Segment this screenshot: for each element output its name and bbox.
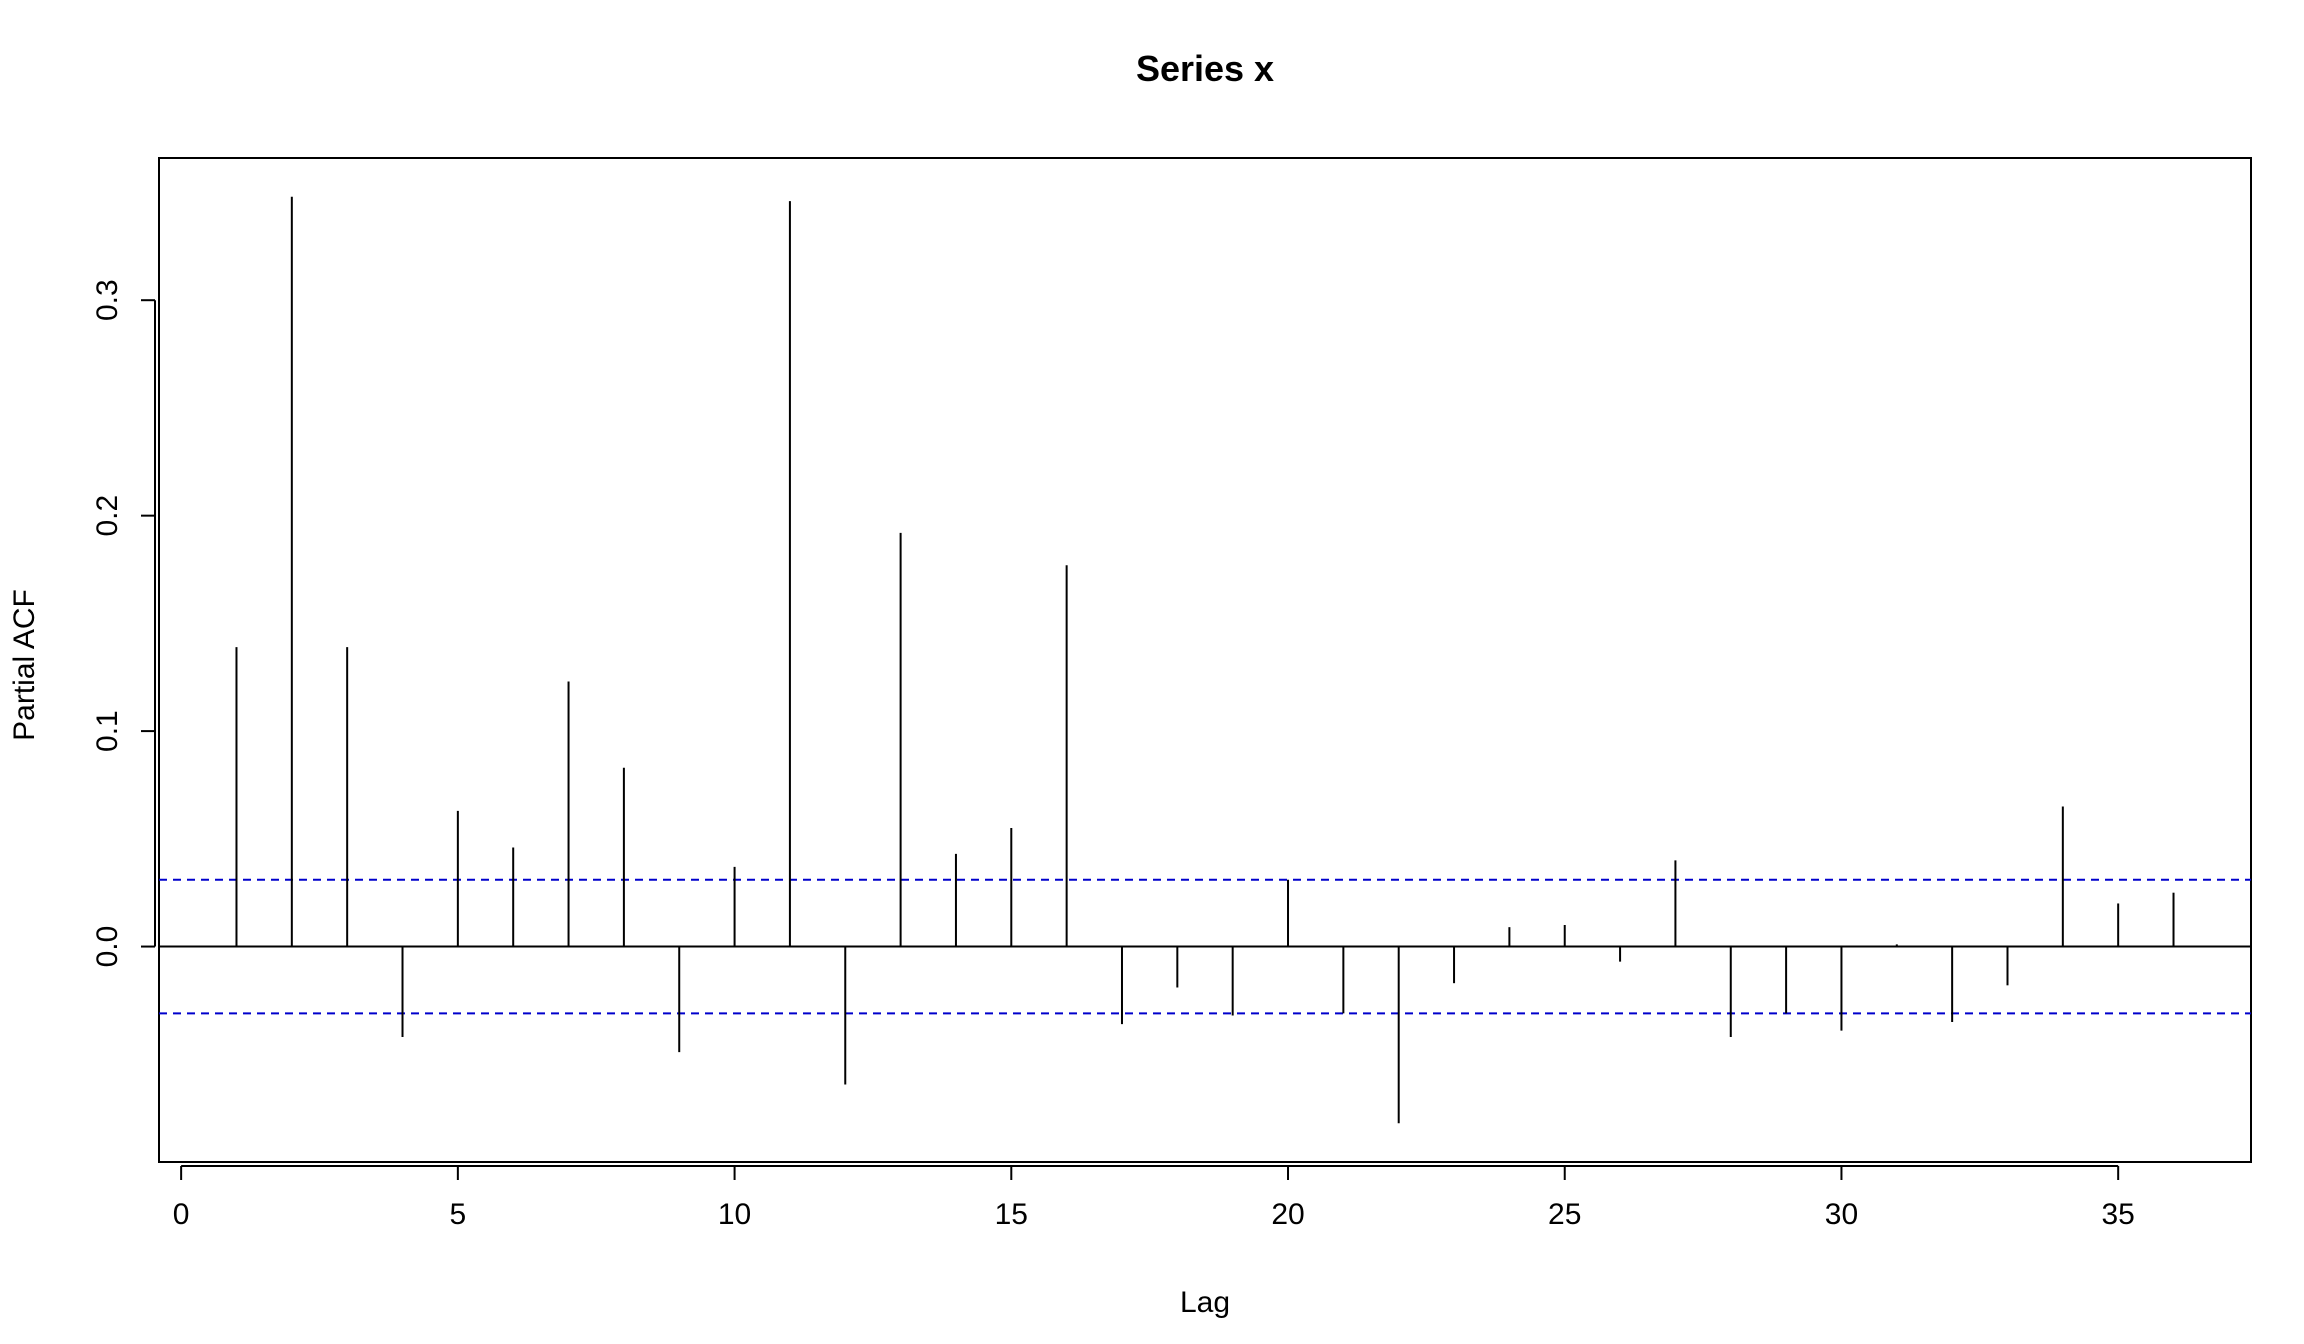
x-tick-label: 30	[1825, 1198, 1858, 1231]
y-tick-label: 0.3	[91, 279, 124, 321]
x-tick-label: 20	[1271, 1198, 1304, 1231]
y-tick-label: 0.1	[91, 710, 124, 752]
x-tick-label: 15	[995, 1198, 1028, 1231]
chart-title: Series x	[1136, 48, 1274, 89]
y-tick-label: 0.2	[91, 495, 124, 537]
x-tick-label: 35	[2101, 1198, 2134, 1231]
x-tick-label: 5	[450, 1198, 467, 1231]
x-tick-label: 25	[1548, 1198, 1581, 1231]
x-tick-label: 0	[173, 1198, 190, 1231]
y-axis-label: Partial ACF	[8, 589, 41, 741]
x-axis-label: Lag	[1180, 1286, 1230, 1319]
x-axis: 0 5 10 15 20 25 30 35	[173, 1165, 2135, 1231]
x-tick-label: 10	[718, 1198, 751, 1231]
plot-marks	[159, 196, 2251, 1124]
plot-frame	[158, 157, 2252, 1163]
y-tick-label: 0.0	[91, 926, 124, 968]
y-axis: 0.0 0.1 0.2 0.3	[91, 279, 156, 968]
